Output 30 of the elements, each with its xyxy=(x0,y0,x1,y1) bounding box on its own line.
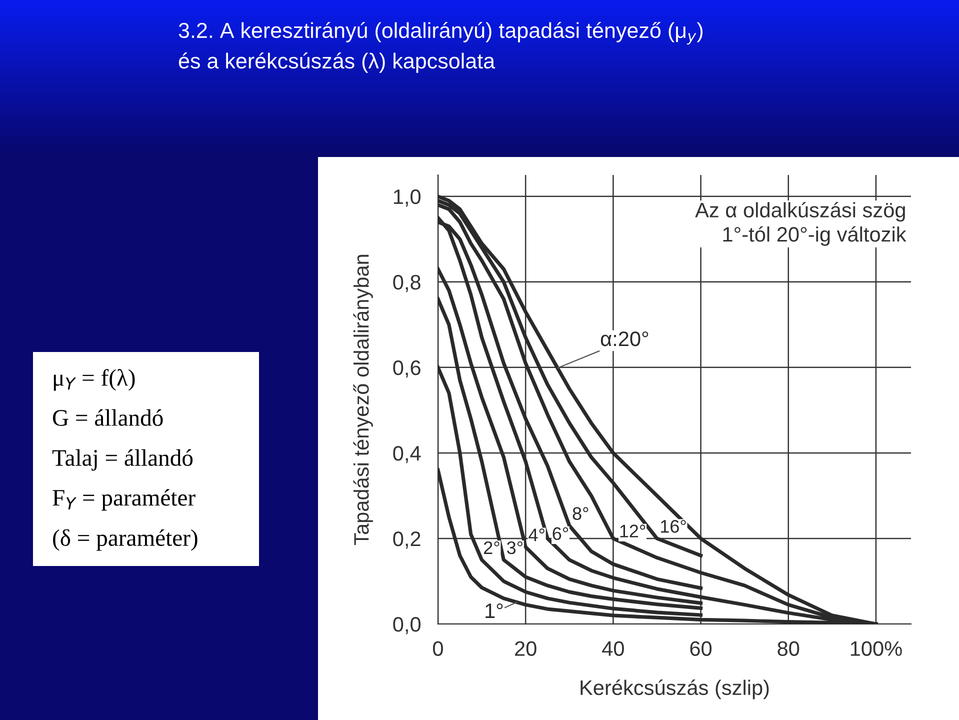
x-tick-label: 60 xyxy=(690,641,712,656)
y-tick-label: 0,4 xyxy=(393,446,421,464)
series-label: 2° xyxy=(484,541,500,554)
x-axis-title: Kerékcsúszás (szlip) xyxy=(580,680,769,700)
text: (δ = paraméter) xyxy=(53,529,198,551)
y-tick-label: 1,0 xyxy=(394,189,421,207)
annotation: Az α oldalkúszási szög 1°-tól 20°-ig változik xyxy=(695,202,906,246)
y-tick-label: 0,0 xyxy=(393,617,421,634)
y-axis-title: Tapadási tényező oldalirányban xyxy=(353,254,373,545)
chart-title: 3.2. A keresztirányú (oldalirányú) tapadási tényező (μ$_{y}$) és a kerékcsúszás (λ) kapcsolata xyxy=(178,22,703,73)
y-tick-label: 0,6 xyxy=(393,360,420,378)
series-label: 4° xyxy=(528,528,544,542)
series-label: 6° xyxy=(552,527,568,540)
text: G = állandó xyxy=(52,409,163,426)
series-label: 1° xyxy=(486,603,503,618)
x-tick-label: 0 xyxy=(433,641,443,656)
x-tick-label: 100% xyxy=(850,641,902,656)
text: μ$_{Y}$ = f(λ) xyxy=(54,369,135,391)
text: F$_{Y}$ = paraméter xyxy=(52,489,196,511)
series-label: 16° xyxy=(660,520,686,533)
x-tick-label: 20 xyxy=(515,641,536,656)
series-label: 12° xyxy=(620,524,646,538)
text: α:20° xyxy=(600,331,648,346)
series-label: 3° xyxy=(507,541,522,554)
text: Talaj = állandó xyxy=(52,449,193,471)
x-tick-label: 40 xyxy=(602,641,624,656)
y-tick-label: 0,2 xyxy=(393,531,420,549)
x-tick-label: 80 xyxy=(778,641,800,656)
series-label: 8° xyxy=(572,507,588,520)
y-tick-label: 0,8 xyxy=(393,274,420,292)
